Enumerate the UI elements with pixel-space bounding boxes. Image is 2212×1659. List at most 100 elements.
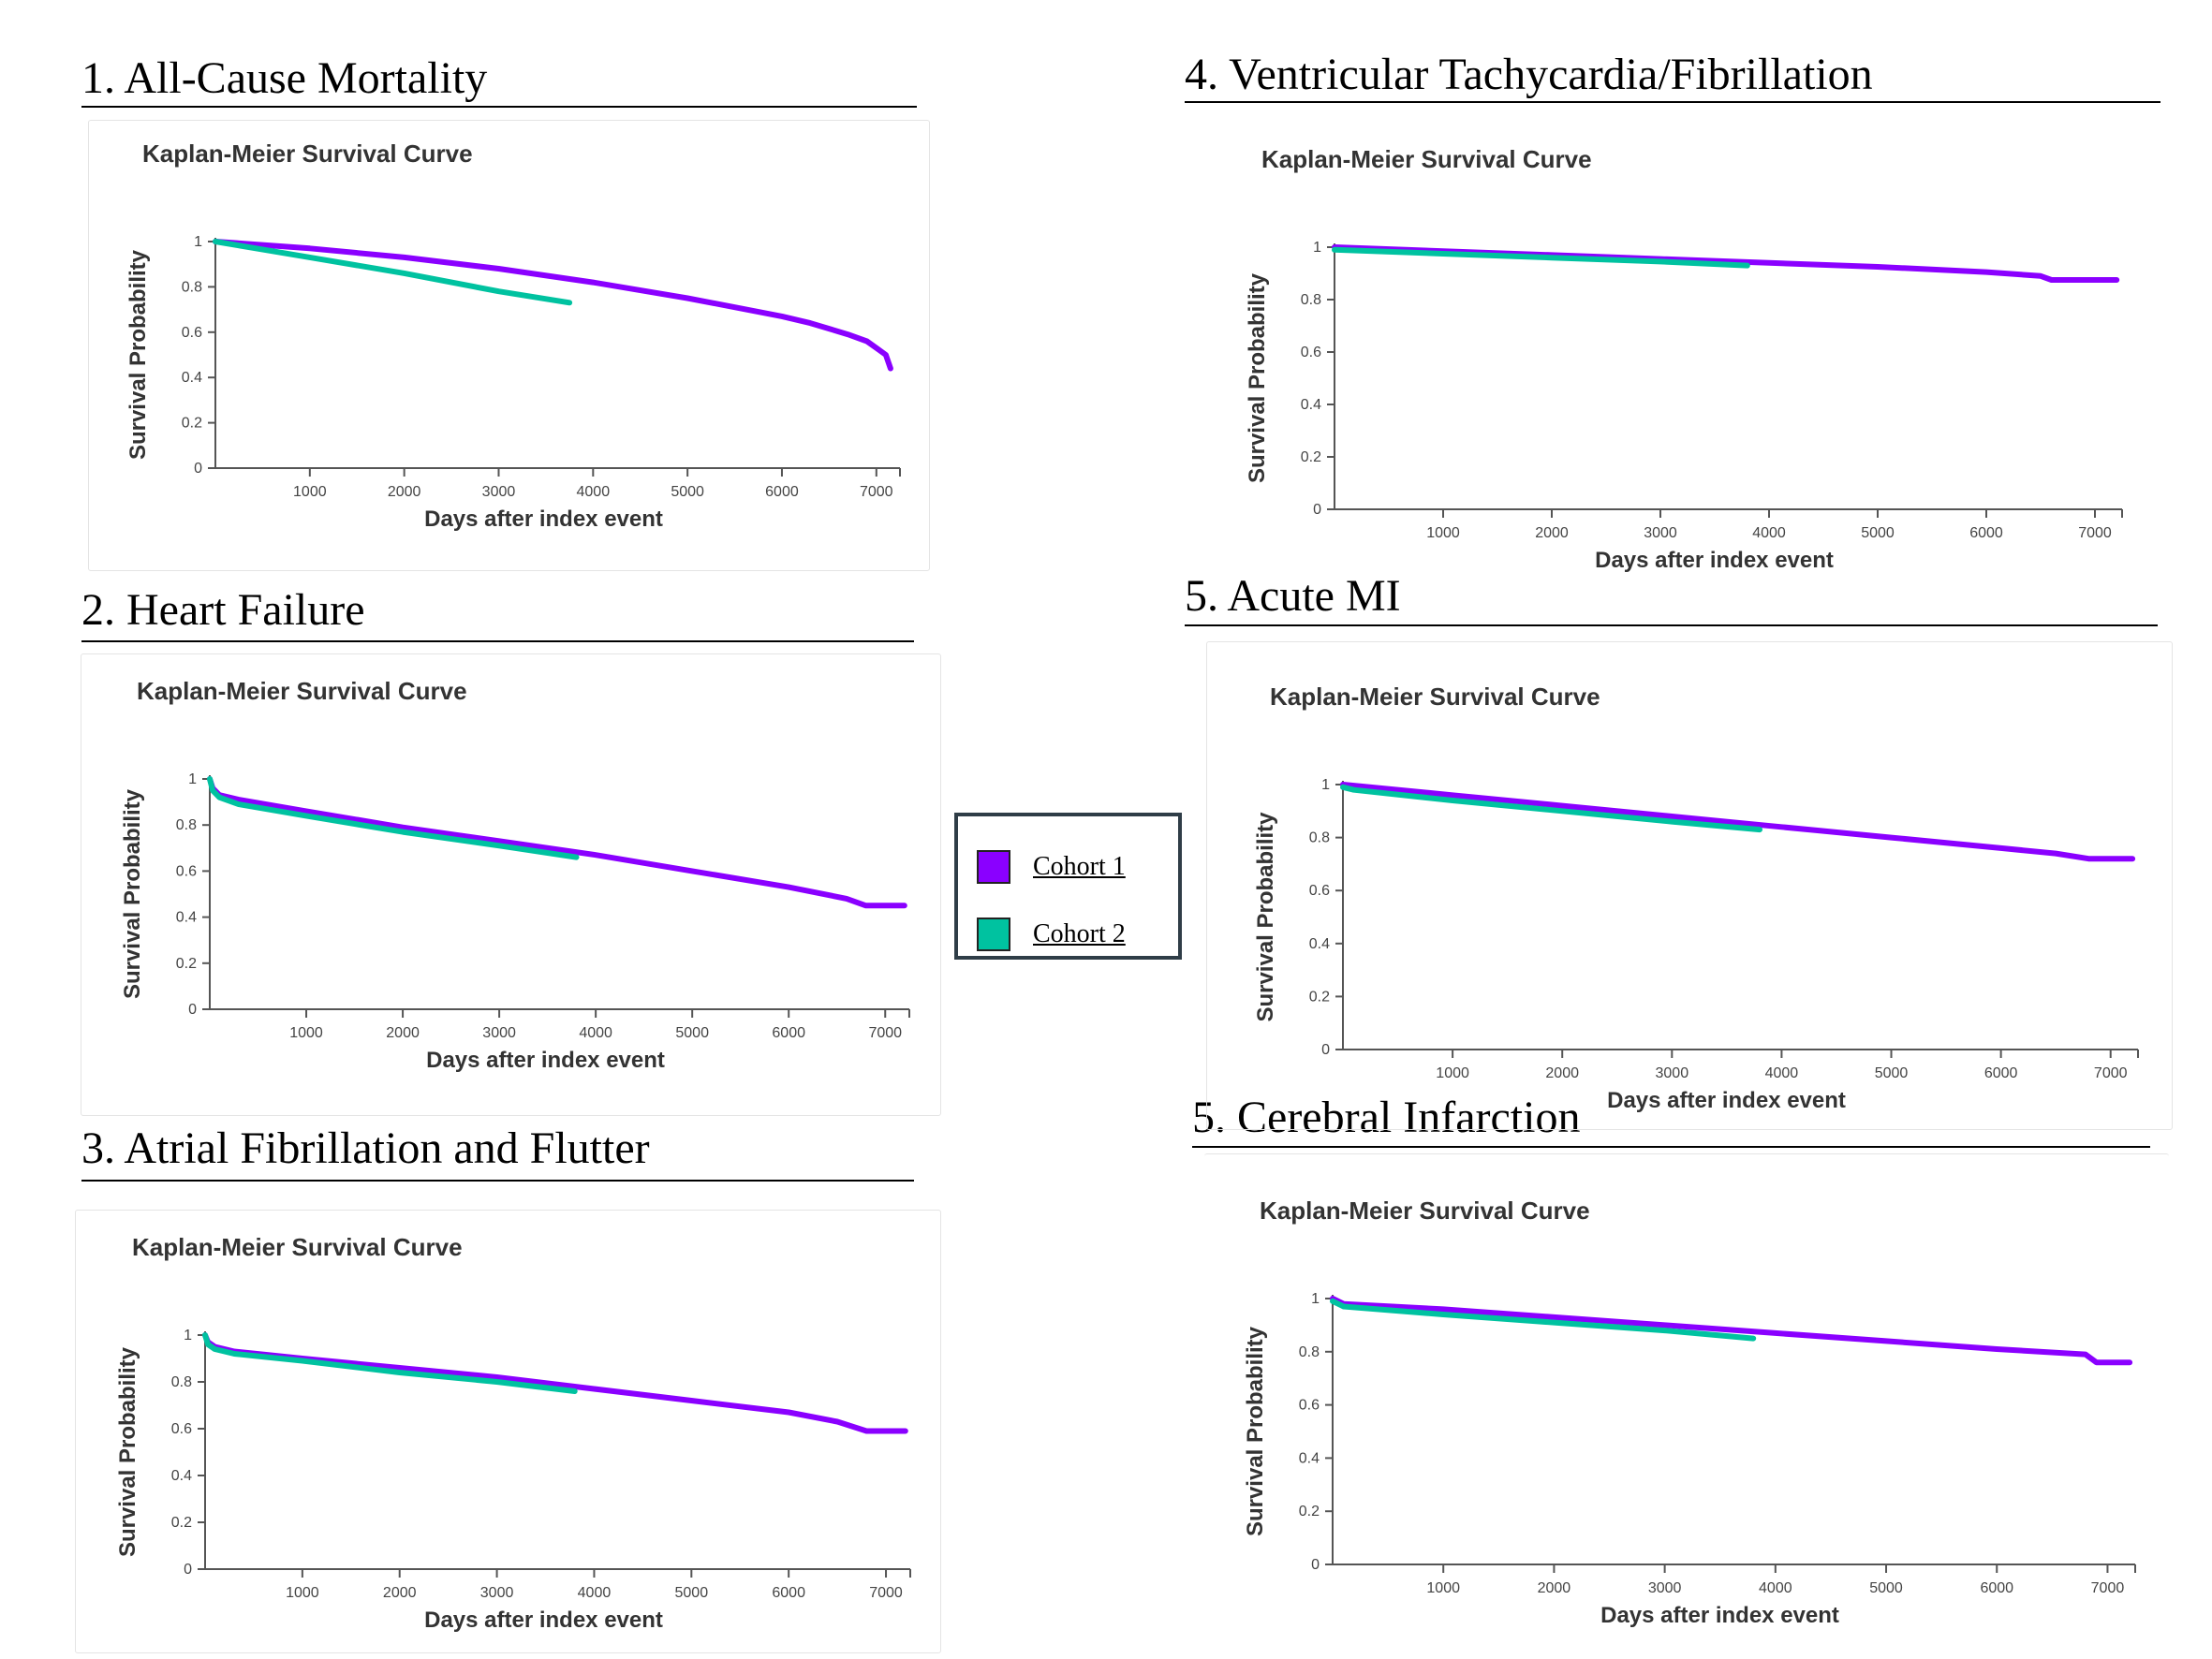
- y-tick-label: 0.8: [1301, 292, 1321, 308]
- y-tick-label: 0.8: [1299, 1344, 1320, 1360]
- x-tick-label: 4000: [578, 1585, 612, 1601]
- panel-4-title-rule: [1185, 101, 2160, 103]
- y-tick-label: 0: [194, 461, 202, 477]
- x-tick-label: 7000: [2078, 525, 2112, 541]
- panel-2-title-rule: [81, 640, 914, 642]
- x-tick-label: 7000: [868, 1025, 902, 1041]
- x-tick-label: 6000: [772, 1585, 805, 1601]
- chart-title: Kaplan-Meier Survival Curve: [142, 139, 473, 168]
- x-axis-label: Days after index event: [1595, 548, 1834, 573]
- x-axis-label: Days after index event: [1607, 1088, 1846, 1113]
- chart-title: Kaplan-Meier Survival Curve: [1260, 1197, 1590, 1225]
- y-tick-label: 0.4: [182, 370, 202, 386]
- x-tick-label: 5000: [675, 1585, 709, 1601]
- y-tick-label: 0.2: [171, 1515, 192, 1531]
- y-tick-label: 0: [1313, 502, 1321, 518]
- x-tick-label: 1000: [1436, 1065, 1469, 1081]
- panel-1-section-title: 1. All-Cause Mortality: [81, 53, 488, 103]
- x-tick-label: 1000: [1426, 525, 1460, 541]
- x-tick-label: 1000: [293, 484, 327, 500]
- panel-1-title-rule: [81, 106, 917, 108]
- survival-curve-cohort-2: [207, 776, 580, 860]
- legend-item-cohort-2: Cohort 2: [977, 916, 1126, 953]
- x-tick-label: 4000: [1759, 1580, 1792, 1596]
- y-tick-label: 0.6: [176, 863, 197, 879]
- y-axis-label: Survival Probability: [120, 788, 145, 999]
- x-tick-label: 3000: [1656, 1065, 1689, 1081]
- survival-curve-cohort-1: [213, 239, 893, 372]
- x-tick-label: 4000: [579, 1025, 612, 1041]
- legend-label-cohort-2: Cohort 2: [1033, 919, 1126, 948]
- x-tick-label: 2000: [383, 1585, 417, 1601]
- legend-item-cohort-1: Cohort 1: [977, 848, 1126, 886]
- y-tick-label: 0: [1321, 1042, 1330, 1058]
- survival-curve-cohort-1: [1330, 1296, 2133, 1366]
- y-tick-label: 0.2: [1301, 449, 1321, 465]
- y-tick-label: 0.8: [176, 817, 197, 833]
- y-axis-label: Survival Probability: [115, 1346, 140, 1557]
- x-tick-label: 5000: [671, 484, 704, 500]
- x-tick-label: 1000: [1426, 1580, 1460, 1596]
- chart-title: Kaplan-Meier Survival Curve: [1270, 683, 1600, 711]
- legend-label-cohort-1: Cohort 1: [1033, 852, 1126, 881]
- y-tick-label: 0: [1311, 1557, 1320, 1573]
- x-tick-label: 3000: [480, 1585, 514, 1601]
- y-tick-label: 0: [188, 1002, 197, 1018]
- panel-3-section-title: 3. Atrial Fibrillation and Flutter: [81, 1123, 650, 1173]
- chart-title: Kaplan-Meier Survival Curve: [137, 677, 467, 705]
- y-tick-label: 0.4: [171, 1468, 192, 1484]
- panel-2-frame: [81, 653, 941, 1116]
- y-tick-label: 1: [194, 234, 202, 250]
- survival-curve-cohort-2: [1330, 1298, 1757, 1342]
- y-tick-label: 0.6: [1309, 883, 1330, 899]
- x-axis-label: Days after index event: [1600, 1603, 1839, 1628]
- y-tick-label: 1: [1311, 1291, 1320, 1307]
- x-tick-label: 6000: [1984, 1065, 2018, 1081]
- x-tick-label: 2000: [386, 1025, 420, 1041]
- panel-3-frame: [75, 1210, 941, 1653]
- x-tick-label: 3000: [482, 1025, 516, 1041]
- y-tick-label: 0.6: [171, 1421, 192, 1437]
- y-tick-label: 0.4: [1309, 936, 1330, 952]
- y-axis-label: Survival Probability: [1253, 812, 1278, 1022]
- y-tick-label: 0.4: [1301, 397, 1321, 413]
- x-tick-label: 6000: [1980, 1580, 2013, 1596]
- x-axis-label: Days after index event: [424, 507, 663, 532]
- panel-6-section-title: 5. Cerebral Infarction: [1192, 1093, 1581, 1142]
- y-tick-label: 0.2: [1299, 1504, 1320, 1520]
- x-tick-label: 6000: [765, 484, 799, 500]
- x-tick-label: 6000: [772, 1025, 805, 1041]
- x-tick-label: 6000: [1969, 525, 2003, 541]
- x-tick-label: 7000: [2091, 1580, 2125, 1596]
- x-tick-label: 2000: [1545, 1065, 1579, 1081]
- panel-5-frame: [1206, 641, 2173, 1130]
- y-tick-label: 0.2: [1309, 989, 1330, 1005]
- y-tick-label: 0.8: [1309, 830, 1330, 846]
- legend-swatch-cohort-1: [977, 850, 1010, 884]
- panel-5-title-rule: [1185, 624, 2158, 626]
- x-tick-label: 5000: [675, 1025, 709, 1041]
- y-tick-label: 0.6: [182, 325, 202, 341]
- survival-curve-cohort-2: [202, 1332, 578, 1394]
- survival-curve-cohort-1: [1340, 782, 2136, 862]
- x-tick-label: 3000: [1644, 525, 1677, 541]
- y-tick-label: 0.4: [176, 910, 197, 926]
- x-tick-label: 3000: [482, 484, 516, 500]
- x-tick-label: 5000: [1869, 1580, 1903, 1596]
- y-tick-label: 1: [1321, 777, 1330, 793]
- x-tick-label: 5000: [1875, 1065, 1909, 1081]
- panel-4-section-title: 4. Ventricular Tachycardia/Fibrillation: [1185, 50, 1873, 99]
- x-tick-label: 7000: [860, 484, 893, 500]
- survival-curve-cohort-2: [1332, 246, 1750, 269]
- x-tick-label: 2000: [1535, 525, 1569, 541]
- cohort-legend: Cohort 1 Cohort 2: [954, 813, 1182, 960]
- y-tick-label: 0.4: [1299, 1450, 1320, 1466]
- x-tick-label: 4000: [1752, 525, 1786, 541]
- panel-6-frame: [1204, 1153, 2169, 1164]
- y-tick-label: 1: [184, 1328, 192, 1343]
- y-axis-label: Survival Probability: [125, 249, 151, 460]
